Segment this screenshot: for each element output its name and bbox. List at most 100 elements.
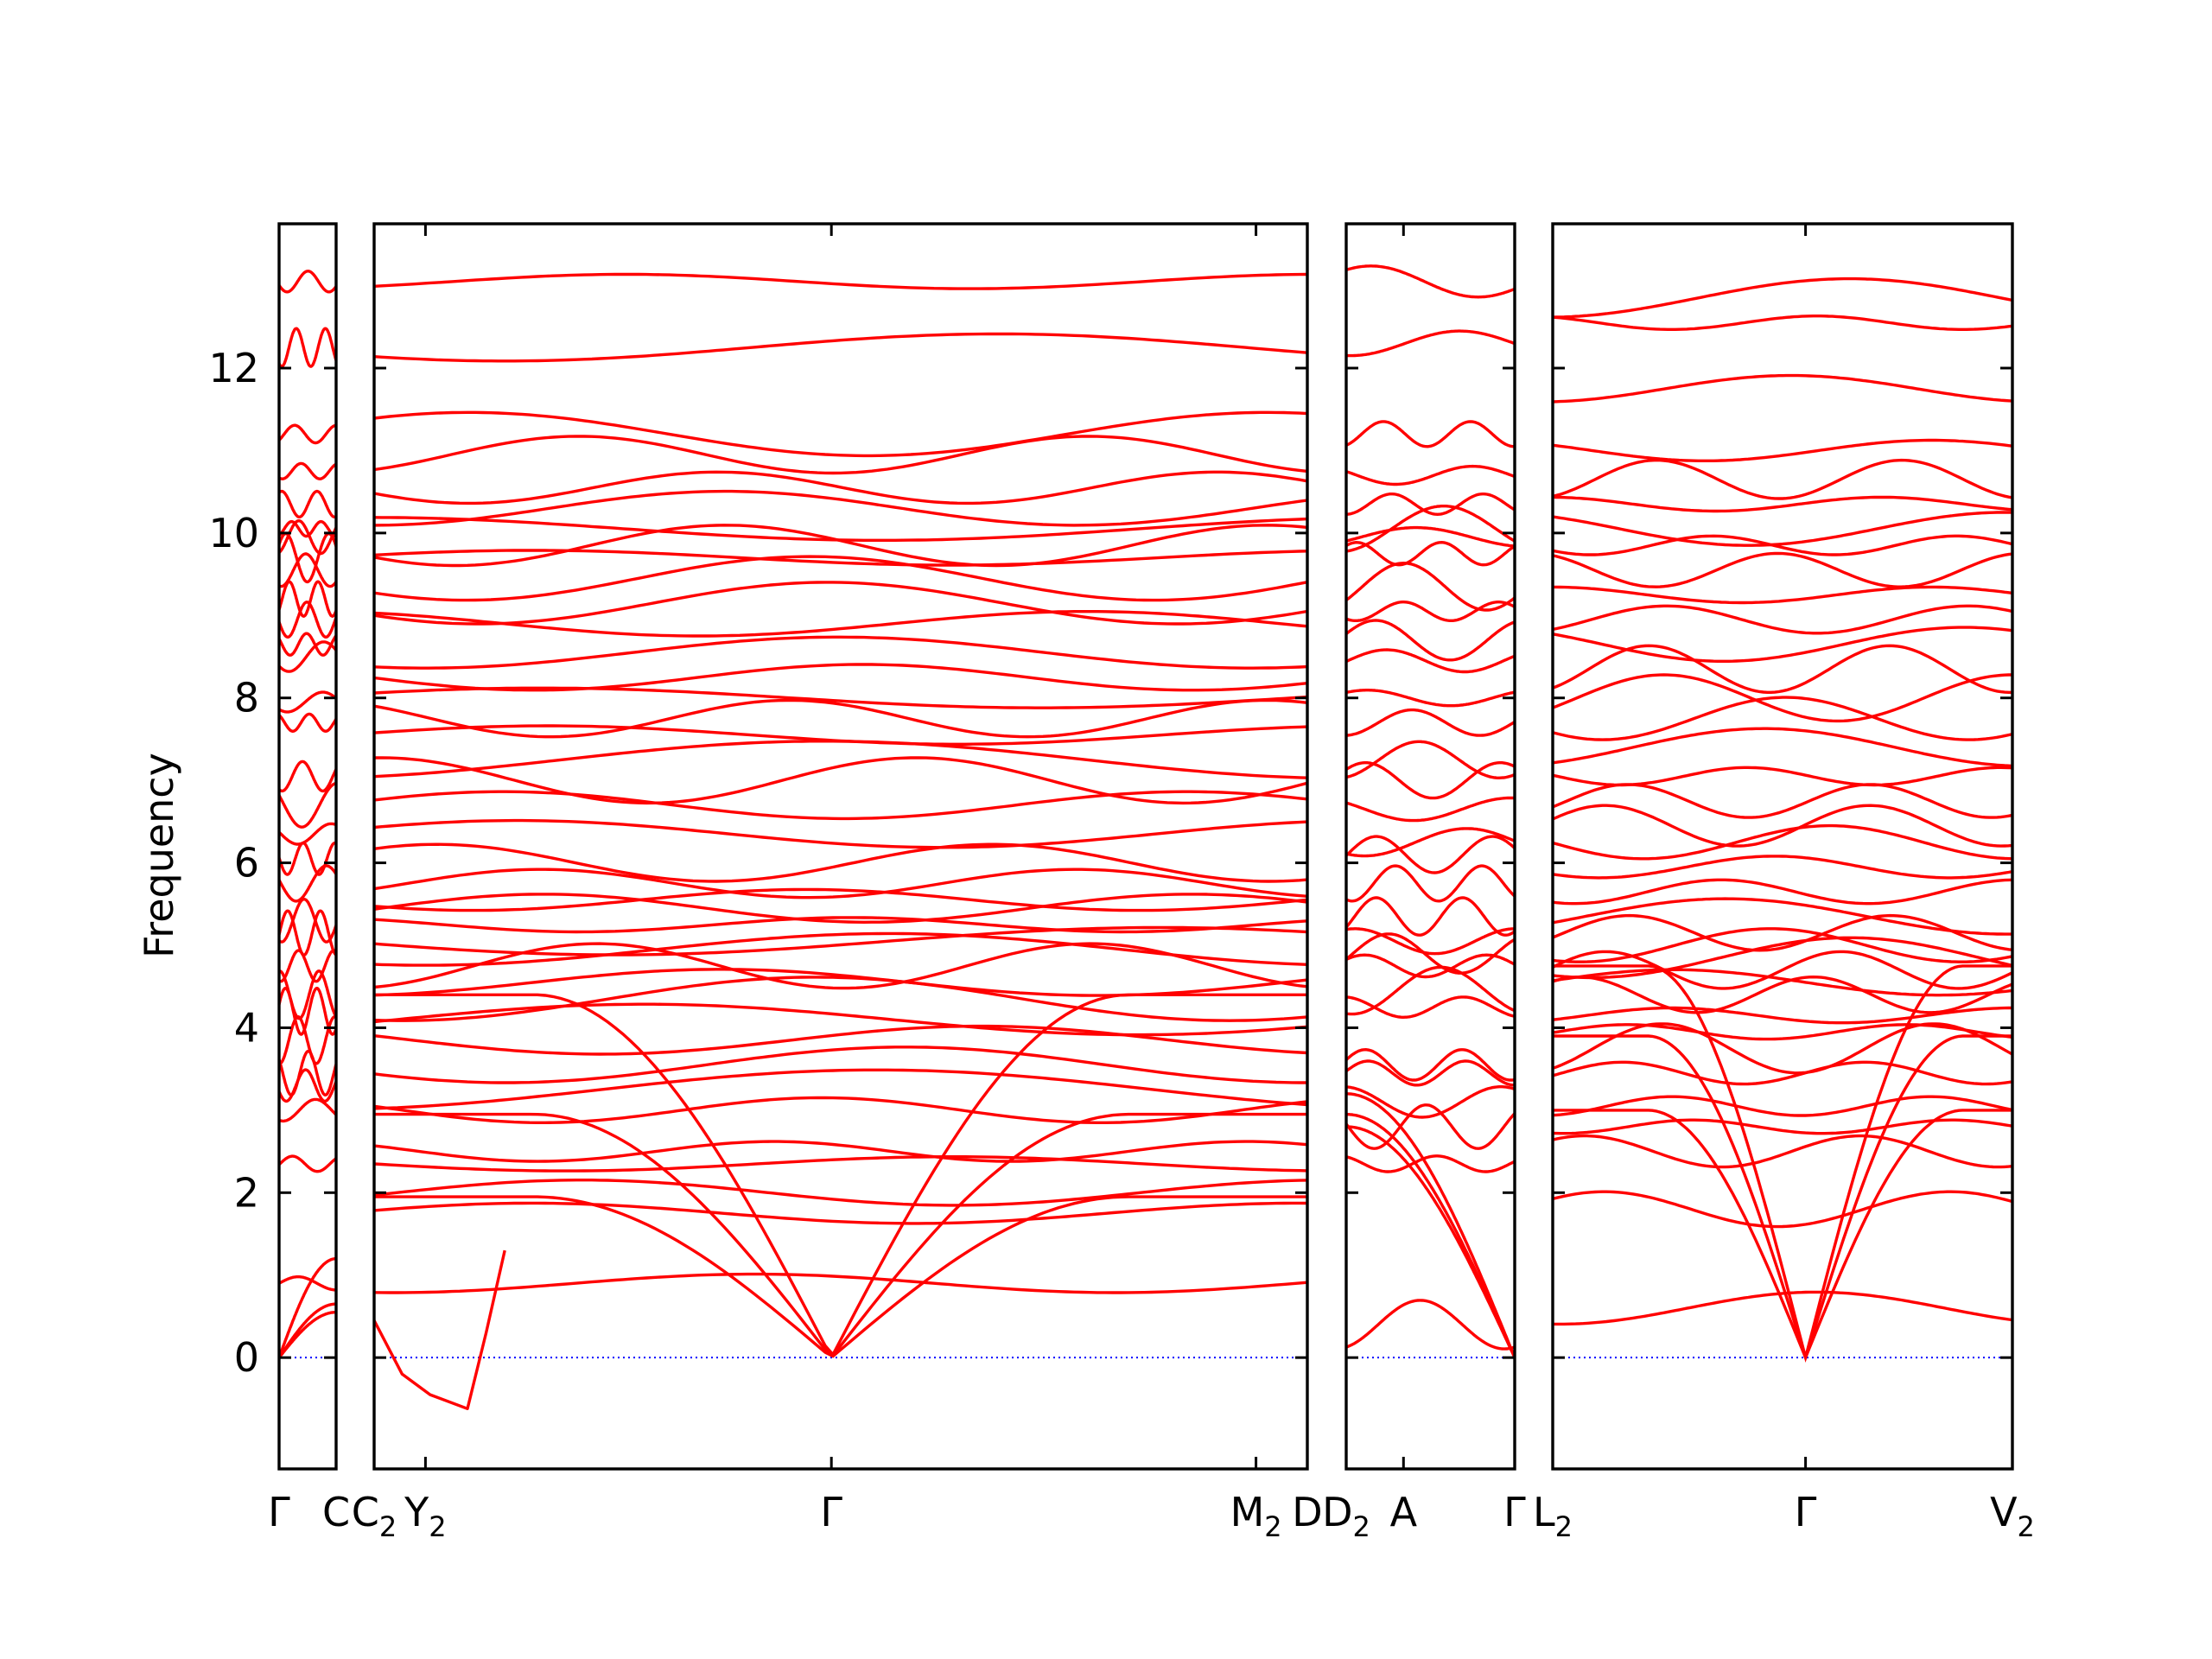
phonon-band (278, 1014, 338, 1065)
phonon-band (373, 868, 1308, 899)
phonon-band (373, 1068, 1308, 1110)
phonon-band (1552, 766, 2013, 787)
phonon-band (1552, 804, 2013, 848)
phonon-band (1553, 585, 2013, 605)
phonon-band (1552, 551, 2013, 588)
phonon-band (1552, 1023, 2013, 1041)
phonon-band (277, 841, 337, 876)
phonon-band (1552, 438, 2013, 462)
phonon-band (1345, 493, 1516, 517)
panel-frame (372, 222, 1309, 1471)
phonon-band (277, 1154, 337, 1173)
phonon-band (373, 410, 1308, 458)
phonon-band (373, 272, 1308, 290)
phonon-band (277, 327, 338, 368)
phonon-band (373, 1046, 1307, 1084)
acoustic-branch (277, 1257, 336, 1358)
phonon-band (1552, 458, 2013, 500)
phonon-band (278, 552, 338, 588)
phonon-band (277, 760, 338, 793)
phonon-band (1552, 1190, 2013, 1229)
phonon-band (373, 887, 1308, 912)
phonon-band (277, 781, 337, 829)
phonon-band (1552, 644, 2012, 694)
q-point-label: Γ (1795, 1489, 1817, 1535)
phonon-band (373, 916, 1308, 934)
phonon-band (278, 690, 337, 714)
phonon-band (1552, 1118, 2013, 1135)
phonon-band (373, 976, 1308, 1022)
phonon-band (1552, 696, 2013, 741)
phonon-band (373, 524, 1308, 568)
band-panels: Γ C C2 Y2 Γ M2 D D2 A Γ L2 Γ V2 (268, 222, 2035, 1543)
phonon-band (1345, 648, 1516, 674)
phonon-band (277, 423, 337, 445)
phonon-band (373, 925, 1308, 957)
phonon-band (1552, 373, 2013, 404)
phonon-band (277, 898, 338, 944)
phonon-band (373, 818, 1308, 849)
phonon-band (278, 1274, 336, 1292)
q-point-label: Y2 (404, 1489, 446, 1543)
phonon-band (1345, 525, 1516, 548)
phonon-band (1552, 913, 2013, 952)
phonon-band (1345, 329, 1516, 358)
y-tick-label: 10 (208, 510, 259, 556)
phonon-band (277, 640, 338, 673)
phonon-band (1345, 761, 1516, 800)
acoustic-branch (1553, 964, 2012, 1358)
phonon-band (278, 519, 336, 538)
phonon-band (277, 909, 337, 957)
phonon-band (373, 516, 1308, 542)
q-point-label: M2 (1230, 1489, 1282, 1543)
phonon-band (373, 724, 1308, 746)
y-tick-label: 8 (234, 675, 259, 721)
phonon-band (1344, 896, 1516, 937)
phonon-band (277, 270, 338, 294)
phonon-band (373, 549, 1308, 567)
y-axis-label: Frequency (136, 753, 182, 958)
y-tick-label: 12 (208, 345, 259, 391)
phonon-band (373, 740, 1308, 779)
phonon-band (373, 489, 1308, 527)
phonon-band (1552, 1006, 2012, 1025)
phonon-band (1345, 464, 1516, 486)
phonon-band (277, 632, 338, 657)
phonon-band (1552, 1095, 2013, 1117)
phonon-band (373, 893, 1308, 925)
phonon-band (373, 1201, 1308, 1225)
phonon-band (1552, 878, 2013, 906)
phonon-band (373, 686, 1308, 709)
phonon-band (1552, 495, 2013, 513)
phonon-band (1552, 626, 2013, 663)
phonon-band (1345, 601, 1516, 622)
acoustic-branch (1346, 1092, 1516, 1358)
phonon-band (1552, 727, 2013, 768)
phonon-band (373, 968, 1308, 997)
panel-frame (1344, 222, 1516, 1471)
phonon-band (1552, 823, 2013, 861)
q-point-label: A (1390, 1489, 1418, 1535)
phonon-band (373, 931, 1308, 967)
q-point-label: L2 (1533, 1489, 1573, 1543)
phonon-band (1344, 932, 1516, 975)
phonon-band (373, 555, 1308, 602)
phonon-band (1553, 1290, 2013, 1326)
phonon-band (373, 698, 1308, 739)
phonon-band (373, 790, 1308, 821)
phonon-band (277, 519, 338, 556)
q-point-label: D (1292, 1489, 1322, 1535)
phonon-band (373, 1179, 1308, 1207)
phonon-band (373, 1140, 1308, 1163)
phonon-band (1552, 604, 2013, 635)
y-tick-label: 0 (234, 1334, 259, 1381)
phonon-band (1345, 864, 1516, 903)
phonon-band (1345, 1085, 1516, 1119)
acoustic-branch (1345, 1112, 1516, 1358)
phonon-band (1552, 315, 2013, 331)
phonon-band (373, 470, 1308, 505)
phonon-band (1344, 1047, 1516, 1082)
phonon-band (1344, 619, 1516, 662)
